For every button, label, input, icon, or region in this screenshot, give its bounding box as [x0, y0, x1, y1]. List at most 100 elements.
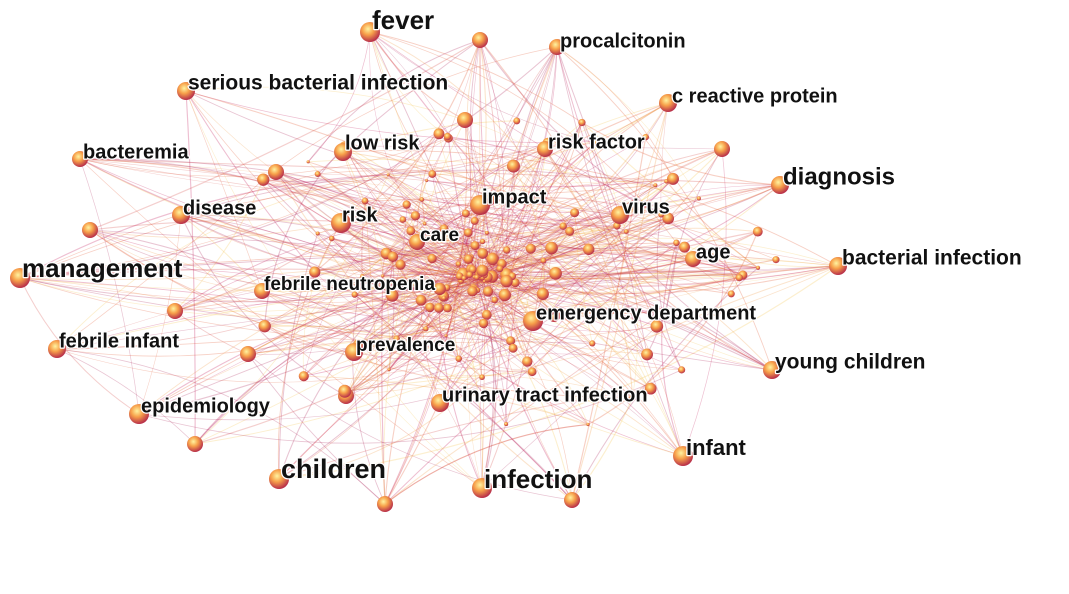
edge	[342, 151, 555, 317]
edge	[342, 120, 517, 153]
edge	[79, 158, 773, 371]
edge	[581, 122, 638, 398]
edge	[468, 223, 570, 233]
minor-node	[476, 264, 489, 277]
edge	[506, 274, 743, 280]
minor-node	[546, 307, 555, 316]
edge	[303, 232, 469, 377]
minor-node	[433, 303, 444, 313]
edge	[388, 256, 395, 370]
edge	[666, 180, 759, 269]
edge	[581, 122, 648, 355]
edge	[358, 273, 483, 345]
edge	[89, 219, 469, 234]
keyword-label: diagnosis	[783, 163, 895, 190]
edge	[382, 241, 483, 277]
edge	[19, 277, 390, 371]
edge	[446, 46, 558, 288]
keyword-node	[763, 361, 781, 379]
edge	[439, 320, 534, 404]
edge	[275, 171, 481, 276]
edge	[391, 204, 407, 296]
edge	[317, 170, 627, 232]
minor-node	[735, 274, 743, 282]
edge	[89, 229, 355, 297]
minor-node	[472, 32, 488, 48]
minor-node	[504, 422, 509, 427]
minor-node	[496, 265, 504, 273]
minor-node	[486, 252, 499, 266]
edge	[459, 250, 744, 277]
edge	[472, 265, 839, 273]
edge	[89, 39, 481, 231]
edge	[79, 158, 475, 290]
edge	[247, 274, 743, 355]
edge	[303, 173, 433, 377]
edge	[482, 258, 839, 278]
keyword-node	[537, 141, 553, 157]
edge	[591, 231, 627, 344]
keyword-node	[72, 151, 88, 167]
edge	[384, 278, 465, 505]
edge	[247, 299, 495, 355]
minor-node	[309, 266, 321, 278]
edge	[483, 323, 633, 399]
edge	[89, 204, 407, 239]
edge	[340, 222, 465, 279]
edge	[89, 229, 573, 501]
edge	[180, 214, 481, 279]
edge	[342, 150, 839, 267]
edge	[354, 294, 573, 501]
keyword-node	[129, 404, 149, 424]
minor-node	[425, 302, 435, 313]
edge	[89, 229, 442, 286]
edge	[361, 102, 669, 277]
edge	[479, 39, 504, 324]
edge	[180, 214, 505, 296]
keyword-label: emergency department	[536, 302, 756, 324]
edge	[676, 242, 839, 268]
edge	[480, 274, 773, 371]
keyword-node	[673, 446, 693, 466]
edge	[275, 171, 556, 274]
edge	[369, 31, 677, 244]
edge	[340, 203, 777, 260]
edge	[513, 165, 684, 457]
edge	[194, 184, 781, 445]
edge	[506, 184, 781, 251]
edge	[482, 212, 575, 278]
edge	[314, 39, 481, 273]
edge	[446, 268, 501, 289]
minor-node	[663, 307, 670, 315]
edge	[479, 39, 482, 275]
edge	[392, 214, 621, 258]
minor-node	[653, 183, 658, 188]
edge	[511, 142, 548, 277]
edge	[499, 166, 515, 269]
edge	[180, 169, 656, 216]
edge	[138, 214, 182, 415]
edge	[79, 158, 490, 201]
edge	[194, 148, 723, 445]
keyword-node	[360, 22, 380, 42]
edge	[275, 171, 773, 371]
keyword-node	[254, 283, 270, 299]
edge	[416, 181, 667, 245]
edge	[482, 227, 758, 272]
edge	[369, 31, 448, 137]
edge	[494, 299, 551, 312]
edge	[314, 241, 483, 273]
keyword-node	[345, 343, 363, 361]
edge	[484, 274, 573, 501]
edge	[354, 277, 465, 296]
edge	[381, 276, 386, 505]
edge	[555, 273, 773, 371]
minor-node	[714, 141, 730, 157]
edge	[400, 264, 483, 378]
edge	[384, 242, 677, 505]
edge	[420, 258, 469, 301]
minor-node	[425, 178, 429, 183]
edge	[261, 273, 483, 292]
edge	[487, 184, 656, 278]
minor-node	[583, 243, 595, 256]
